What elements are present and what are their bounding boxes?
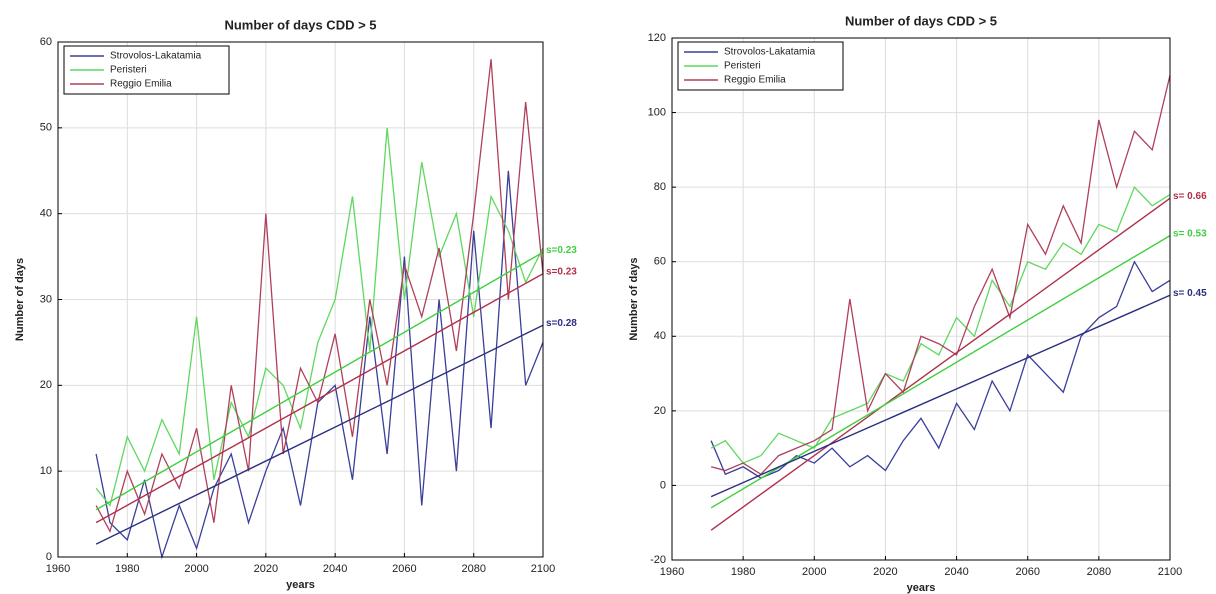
y-tick-label: 40 [654,330,666,342]
chart-title: Number of days CDD > 5 [845,13,997,28]
legend-label: Peristeri [110,65,147,76]
data-line [95,59,544,533]
x-tick-label: 2000 [184,563,208,575]
x-tick-label: 2020 [873,566,897,578]
trend-label: s= 0.66 [1173,191,1207,202]
plot-area [672,38,1170,560]
legend-label: Reggio Emilia [724,75,786,86]
legend-label: Reggio Emilia [110,79,172,90]
y-tick-label: 60 [654,256,666,268]
x-tick-label: 2040 [944,566,968,578]
x-axis-label: years [286,579,315,591]
x-tick-label: 2080 [1087,566,1111,578]
legend-label: Strovolos-Lakatamia [110,51,202,62]
y-axis-label: Number of days [14,258,26,341]
y-axis-label: Number of days [628,257,640,340]
x-tick-label: 2020 [254,563,278,575]
data-line [710,75,1171,476]
chart-title: Number of days CDD > 5 [224,17,376,32]
x-axis-label: years [907,582,936,594]
x-tick-label: 2000 [802,566,826,578]
y-tick-label: 0 [660,479,666,491]
data-line [95,127,544,507]
trend-line [710,294,1171,498]
x-tick-label: 1980 [731,566,755,578]
trend-label: s= 0.45 [1173,288,1207,299]
trend-label: s=0.23 [546,266,577,277]
y-tick-label: 120 [648,32,666,44]
y-tick-label: 80 [654,181,666,193]
trend-label: s=0.23 [546,245,577,256]
x-tick-label: 2080 [461,563,485,575]
legend-label: Peristeri [724,61,761,72]
x-tick-label: 1960 [660,566,684,578]
y-tick-label: 20 [654,405,666,417]
data-line [710,260,1171,479]
x-tick-label: 2060 [1015,566,1039,578]
plot-border [671,37,1171,561]
plot-border [57,41,544,558]
trend-line [95,251,544,511]
y-tick-label: 60 [40,36,52,48]
trend-line [95,273,544,524]
y-tick-label: 30 [40,293,52,305]
y-tick-label: 100 [648,106,666,118]
x-tick-label: 2060 [392,563,416,575]
trend-label: s=0.28 [546,318,577,329]
y-tick-label: -20 [650,554,666,566]
y-tick-label: 50 [40,122,52,134]
x-tick-label: 2100 [531,563,555,575]
x-tick-label: 2100 [1158,566,1182,578]
y-tick-label: 10 [40,465,52,477]
x-tick-label: 2040 [323,563,347,575]
data-line [710,185,1171,464]
y-tick-label: 20 [40,379,52,391]
trend-line [710,197,1171,531]
trend-line [95,324,544,545]
legend-label: Strovolos-Lakatamia [724,47,816,58]
y-tick-label: 40 [40,208,52,220]
x-tick-label: 1980 [115,563,139,575]
trend-label: s= 0.53 [1173,228,1207,239]
y-tick-label: 0 [46,551,52,563]
x-tick-label: 1960 [46,563,70,575]
